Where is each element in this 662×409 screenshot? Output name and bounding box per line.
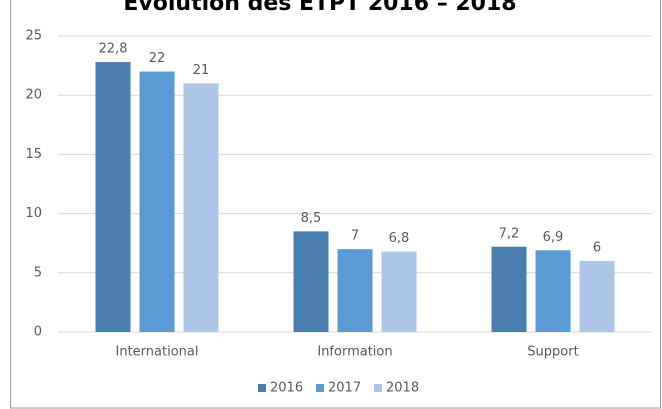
value-label: 22 — [149, 51, 166, 66]
y-tick-label: 5 — [34, 265, 42, 280]
bar — [535, 250, 571, 332]
legend-swatch — [258, 384, 266, 392]
value-label: 21 — [193, 63, 210, 78]
bar — [579, 260, 615, 332]
legend-label: 2016 — [270, 381, 303, 396]
bar — [381, 251, 417, 332]
legend-label: 2018 — [386, 381, 419, 396]
y-tick-label: 20 — [25, 88, 42, 103]
legend-swatch — [316, 384, 324, 392]
bar — [337, 249, 373, 332]
x-tick-label: Information — [317, 345, 392, 360]
y-tick-label: 25 — [25, 29, 42, 44]
x-tick-label: Support — [527, 345, 578, 360]
bar — [139, 71, 175, 333]
value-label: 7,2 — [499, 226, 520, 241]
value-label: 6 — [593, 240, 601, 255]
legend-swatch — [374, 384, 382, 392]
value-label: 6,8 — [389, 231, 410, 246]
value-label: 7 — [351, 229, 359, 244]
chart-title: Evolution des ETPT 2016 – 2018 — [123, 0, 516, 16]
value-label: 8,5 — [301, 211, 322, 226]
bar — [491, 246, 527, 332]
value-label: 22,8 — [99, 42, 128, 57]
bar — [95, 62, 131, 332]
x-tick-label: International — [116, 345, 199, 360]
y-tick-label: 0 — [34, 325, 42, 340]
y-tick-label: 10 — [25, 206, 42, 221]
bar — [293, 231, 329, 332]
chart-border — [10, 0, 661, 409]
bar — [183, 83, 219, 332]
y-tick-label: 15 — [25, 147, 42, 162]
value-label: 6,9 — [543, 230, 564, 245]
legend-label: 2017 — [328, 381, 361, 396]
